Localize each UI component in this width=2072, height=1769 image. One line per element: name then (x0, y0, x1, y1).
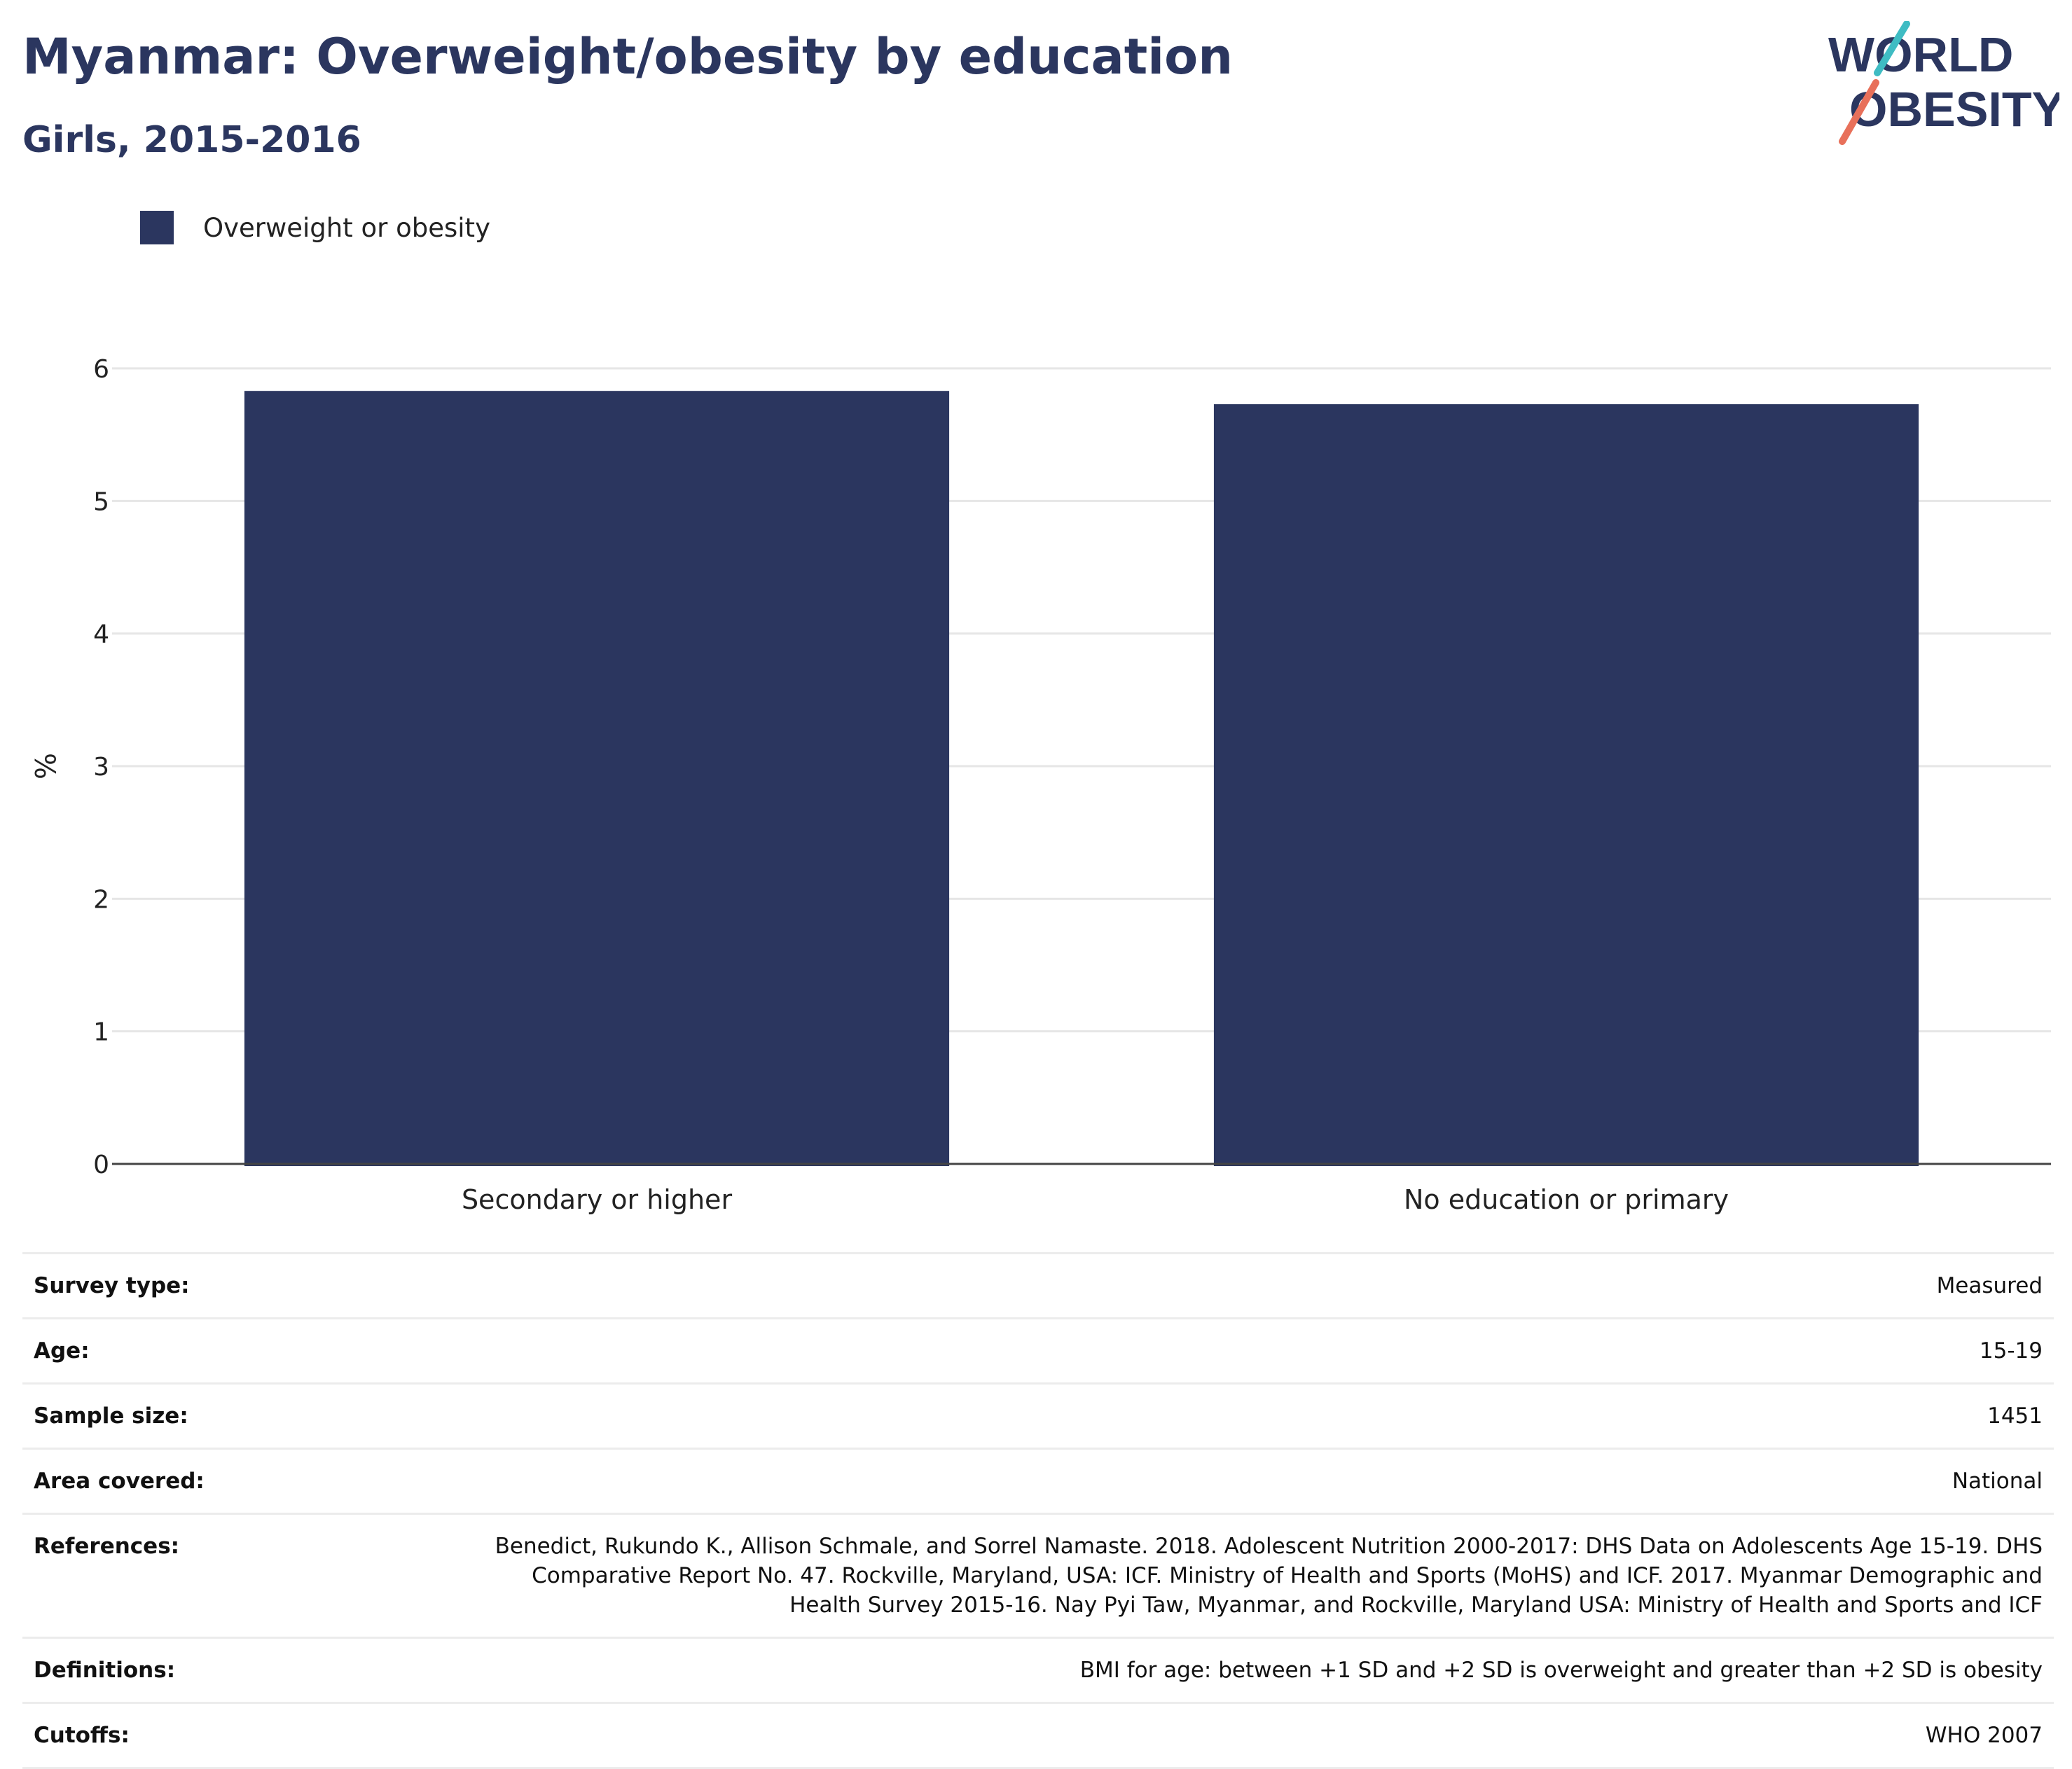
x-tick-label: Secondary or higher (462, 1184, 733, 1215)
info-value: National (479, 1448, 2054, 1515)
info-label: References: (22, 1513, 479, 1639)
info-value: 15-19 (479, 1317, 2054, 1385)
chart-title: Myanmar: Overweight/obesity by education (22, 28, 1234, 85)
y-tick-label: 3 (93, 753, 109, 782)
logo-line2: OBESITY (1849, 82, 2059, 137)
info-value: Benedict, Rukundo K., Allison Schmale, a… (479, 1513, 2054, 1639)
y-tick-label: 0 (93, 1151, 109, 1179)
world-obesity-logo: WORLD OBESITY (1828, 21, 2059, 145)
bar-chart: 0 1 2 3 4 5 6% Secondary or higher No education … (28, 355, 2051, 1215)
info-label: Cutoffs: (22, 1702, 479, 1769)
y-axis-label: % (28, 753, 60, 779)
info-row: Sample size: 1451 (22, 1382, 2054, 1450)
y-tick-label: 1 (93, 1018, 109, 1047)
bar[interactable] (1213, 404, 1919, 1166)
info-value: Measured (479, 1252, 2054, 1319)
info-row: Cutoffs: WHO 2007 (22, 1702, 2054, 1769)
chart-legend: Overweight or obesity (140, 207, 490, 249)
logo-teal-stroke (1874, 21, 1910, 76)
info-label: Definitions: (22, 1637, 479, 1704)
info-row: References: Benedict, Rukundo K., Allison… (22, 1513, 2054, 1639)
legend-swatch (140, 211, 174, 244)
info-label: Sample size: (22, 1382, 479, 1450)
survey-info-table: Survey type: Measured Age: 15-19 Sample size… (22, 1252, 2054, 1769)
y-tick-label: 2 (93, 885, 109, 914)
info-value: BMI for age: between +1 SD and +2 SD is … (479, 1637, 2054, 1704)
info-row: Age: 15-19 (22, 1317, 2054, 1385)
bar[interactable] (244, 391, 950, 1166)
logo-coral-stroke (1839, 79, 1879, 145)
y-tick-label: 4 (93, 620, 109, 649)
info-row: Area covered: National (22, 1448, 2054, 1515)
logo-line1: WORLD (1828, 27, 2013, 82)
info-label: Survey type: (22, 1252, 479, 1319)
info-value: 1451 (479, 1382, 2054, 1450)
info-row: Definitions: BMI for age: between +1 SD a… (22, 1637, 2054, 1704)
y-tick-label: 6 (93, 355, 109, 384)
info-value: WHO 2007 (479, 1702, 2054, 1769)
x-tick-label: No education or primary (1404, 1184, 1729, 1215)
chart-subtitle: Girls, 2015-2016 (22, 119, 361, 161)
legend-label: Overweight or obesity (203, 212, 490, 243)
info-label: Area covered: (22, 1448, 479, 1515)
info-label: Age: (22, 1317, 479, 1385)
info-row: Survey type: Measured (22, 1252, 2054, 1319)
y-tick-label: 5 (93, 487, 109, 516)
